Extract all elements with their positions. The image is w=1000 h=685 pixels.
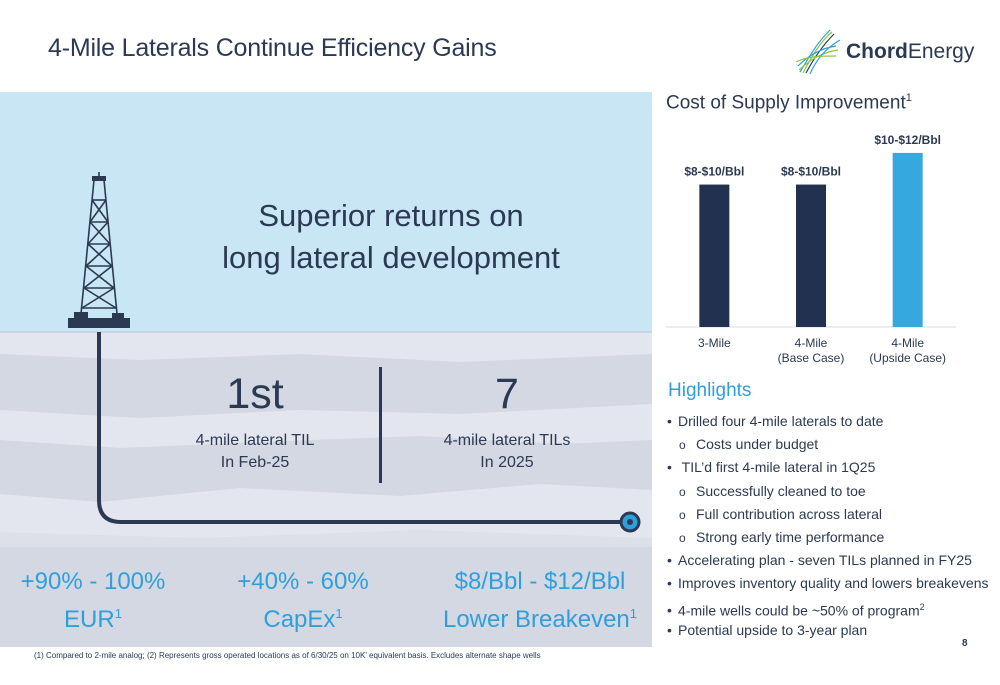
footnote: (1) Compared to 2-mile analog; (2) Repre… — [34, 651, 541, 660]
metric-eur-label: EUR — [64, 606, 115, 633]
x-tick-label: 4-Mile — [795, 336, 828, 350]
logo-brand-light: Energy — [907, 40, 975, 63]
x-tick-label: (Upside Case) — [869, 351, 946, 365]
stat-first-label-line-1: 4-mile lateral TIL — [195, 432, 315, 449]
metric-capex-label: CapEx — [263, 606, 336, 633]
sub-bullet-icon: o — [679, 484, 686, 499]
logo-wordmark: ChordEnergy — [846, 40, 974, 64]
sub-bullet-icon: o — [679, 530, 686, 545]
stat-first-value: 1st — [226, 370, 284, 418]
metric-breakeven: $8/Bbl - $12/Bbl Lower Breakeven1 — [430, 566, 650, 636]
headline-line-1: Superior returns on — [258, 198, 524, 233]
highlights-list: • Drilled four 4-mile laterals to date o Co… — [667, 410, 989, 642]
highlights-title: Highlights — [668, 380, 752, 401]
bullet-icon: • — [667, 602, 672, 619]
highlight-text: Costs under budget — [696, 436, 819, 453]
page-number: 8 — [962, 638, 968, 649]
metric-capex-line-2: CapEx1 — [210, 598, 396, 636]
highlight-item: o Successfully cleaned to toe — [667, 480, 987, 503]
page-title: 4-Mile Laterals Continue Efficiency Gain… — [48, 34, 497, 62]
metric-capex-footnote: 1 — [335, 606, 343, 621]
chord-energy-logo-icon — [796, 29, 841, 75]
metric-capex-line-1: +40% - 60% — [237, 568, 369, 595]
sub-bullet-icon: o — [679, 438, 686, 453]
bar-2 — [796, 184, 826, 327]
metric-eur-line-2: EUR1 — [0, 598, 186, 636]
bar-data-label: $10-$12/Bbl — [874, 133, 941, 147]
metric-breakeven-label: Lower Breakeven — [442, 606, 630, 633]
highlight-text: Successfully cleaned to toe — [696, 482, 866, 499]
stat-second-label-line-1: 4-mile lateral TILs — [443, 432, 571, 449]
metric-breakeven-line-1: $8/Bbl - $12/Bbl — [454, 568, 626, 595]
highlight-text: Potential upside to 3-year plan — [678, 621, 868, 638]
highlight-item: • Potential upside to 3-year plan — [667, 619, 987, 642]
highlight-text: Full contribution across lateral — [696, 505, 882, 522]
highlight-text: Improves inventory quality and lowers br… — [678, 575, 989, 592]
bullet-icon: • — [667, 413, 672, 429]
metric-breakeven-line-2: Lower Breakeven1 — [430, 598, 650, 636]
metric-capex: +40% - 60% CapEx1 — [210, 566, 396, 636]
highlight-item: • Accelerating plan - seven TILs planned … — [667, 549, 987, 572]
highlight-text: Drilled four 4-mile laterals to date — [678, 413, 884, 429]
bar-1 — [699, 184, 730, 327]
illustration-headline: Superior returns on long lateral develop… — [200, 195, 582, 279]
highlight-item: • TIL’d first 4-mile lateral in 1Q25 — [667, 456, 987, 479]
x-tick-label: 4-Mile — [891, 336, 924, 350]
highlight-item: • Improves inventory quality and lowers b… — [667, 572, 989, 595]
highlight-footnote: 2 — [919, 601, 925, 612]
metric-breakeven-footnote: 1 — [629, 606, 637, 621]
highlight-text: Accelerating plan - seven TILs planned i… — [678, 552, 972, 569]
stat-second-label: 4-mile lateral TILs In 2025 — [412, 430, 602, 474]
chart-title-footnote: 1 — [905, 92, 912, 104]
highlight-text: 4-mile wells could be ~50% of program — [678, 602, 920, 619]
sub-bullet-icon: o — [679, 507, 686, 522]
bullet-icon: • — [667, 621, 672, 638]
highlight-item: o Strong early time performance — [667, 526, 987, 549]
highlight-item: • 4-mile wells could be ~50% of program2 — [667, 596, 987, 619]
highlight-item: o Costs under budget — [667, 433, 987, 456]
bullet-icon: • — [667, 459, 672, 476]
subsurface-illustration — [0, 172, 652, 647]
bullet-icon: • — [667, 552, 672, 569]
stat-first-label-line-2: In Feb-25 — [220, 454, 290, 471]
x-tick-label: 3-Mile — [698, 336, 731, 350]
stat-second-value: 7 — [495, 370, 519, 418]
stat-second-label-line-2: In 2025 — [480, 454, 534, 471]
highlight-item: o Full contribution across lateral — [667, 503, 987, 526]
bar-data-label: $8-$10/Bbl — [781, 165, 841, 179]
highlight-item: • Drilled four 4-mile laterals to date — [667, 410, 987, 433]
stats-divider — [379, 367, 382, 483]
highlight-text: Strong early time performance — [696, 528, 885, 545]
highlight-text: TIL’d first 4-mile lateral in 1Q25 — [678, 459, 876, 476]
headline-line-2: long lateral development — [222, 240, 560, 275]
bullet-icon: • — [667, 575, 672, 592]
metric-eur-line-1: +90% - 100% — [20, 568, 166, 595]
metric-eur-footnote: 1 — [114, 606, 122, 621]
metric-eur: +90% - 100% EUR1 — [0, 566, 186, 636]
logo-brand-bold: Chord — [846, 40, 908, 63]
chart-title-text: Cost of Supply Improvement — [666, 92, 906, 114]
bar-3 — [892, 152, 923, 327]
stat-first-label: 4-mile lateral TIL In Feb-25 — [160, 430, 350, 474]
chart-title: Cost of Supply Improvement1 — [666, 92, 912, 114]
x-tick-label: (Base Case) — [778, 351, 845, 365]
bar-data-label: $8-$10/Bbl — [684, 165, 744, 179]
